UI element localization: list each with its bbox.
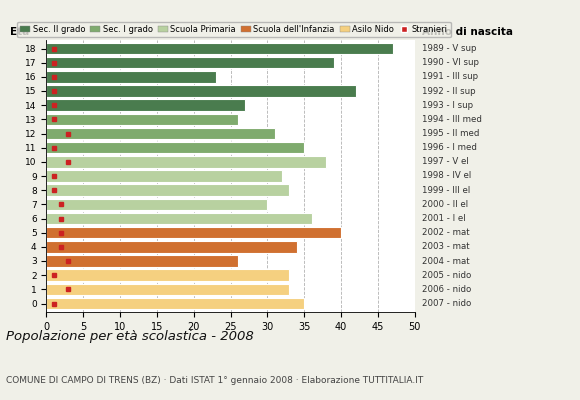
Bar — [46, 227, 341, 238]
Text: COMUNE DI CAMPO DI TRENS (BZ) · Dati ISTAT 1° gennaio 2008 · Elaborazione TUTTIT: COMUNE DI CAMPO DI TRENS (BZ) · Dati IST… — [6, 376, 423, 385]
Text: Popolazione per età scolastica - 2008: Popolazione per età scolastica - 2008 — [6, 330, 253, 343]
Text: 2003 - mat: 2003 - mat — [422, 242, 470, 251]
Text: 1994 - III med: 1994 - III med — [422, 115, 482, 124]
Text: 1998 - IV el: 1998 - IV el — [422, 172, 472, 180]
Bar — [46, 213, 311, 224]
Bar — [46, 198, 267, 210]
Bar — [46, 99, 245, 111]
Text: 2002 - mat: 2002 - mat — [422, 228, 470, 237]
Bar — [46, 269, 289, 281]
Bar — [46, 255, 238, 267]
Bar — [46, 298, 304, 309]
Text: 2007 - nido: 2007 - nido — [422, 299, 472, 308]
Bar — [46, 284, 289, 295]
Bar — [46, 241, 297, 253]
Text: 1997 - V el: 1997 - V el — [422, 157, 469, 166]
Text: 1992 - II sup: 1992 - II sup — [422, 86, 476, 96]
Text: 2005 - nido: 2005 - nido — [422, 271, 472, 280]
Text: 1991 - III sup: 1991 - III sup — [422, 72, 478, 81]
Bar — [46, 57, 333, 68]
Bar — [46, 114, 238, 125]
Text: Età: Età — [9, 27, 29, 37]
Text: 1995 - II med: 1995 - II med — [422, 129, 480, 138]
Text: 2001 - I el: 2001 - I el — [422, 214, 466, 223]
Bar — [46, 184, 289, 196]
Bar — [46, 128, 275, 139]
Text: 1990 - VI sup: 1990 - VI sup — [422, 58, 479, 67]
Bar — [46, 170, 282, 182]
Text: 1999 - III el: 1999 - III el — [422, 186, 470, 195]
Bar — [46, 142, 304, 154]
Legend: Sec. II grado, Sec. I grado, Scuola Primaria, Scuola dell'Infanzia, Asilo Nido, : Sec. II grado, Sec. I grado, Scuola Prim… — [17, 22, 451, 37]
Text: 1993 - I sup: 1993 - I sup — [422, 101, 473, 110]
Bar — [46, 71, 216, 83]
Text: 2000 - II el: 2000 - II el — [422, 200, 468, 209]
Text: 2004 - mat: 2004 - mat — [422, 256, 470, 266]
Text: Anno di nascita: Anno di nascita — [422, 27, 513, 37]
Text: 2006 - nido: 2006 - nido — [422, 285, 472, 294]
Text: 1996 - I med: 1996 - I med — [422, 143, 477, 152]
Text: 1989 - V sup: 1989 - V sup — [422, 44, 477, 53]
Bar — [46, 156, 327, 168]
Bar — [46, 43, 393, 54]
Bar — [46, 85, 356, 97]
